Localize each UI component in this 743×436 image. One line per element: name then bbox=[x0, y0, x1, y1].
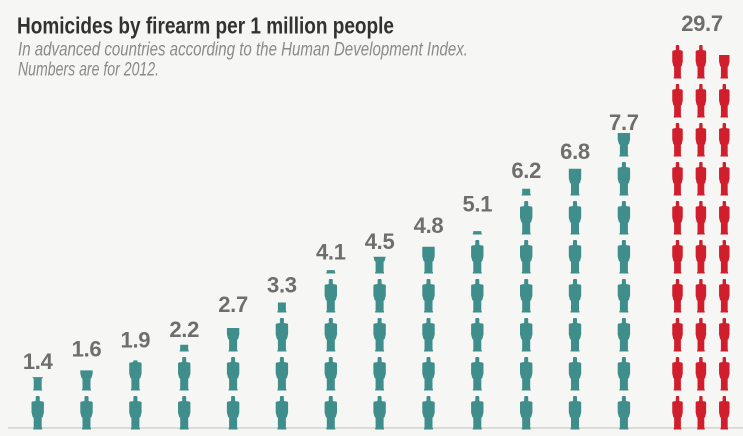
svg-text:Homicides by firearm per 1 mil: Homicides by firearm per 1 million peopl… bbox=[17, 13, 394, 39]
svg-text:2.7: 2.7 bbox=[218, 292, 248, 317]
svg-text:3.3: 3.3 bbox=[267, 273, 297, 298]
svg-text:In advanced countries accordin: In advanced countries according to the H… bbox=[18, 40, 468, 61]
svg-text:7.7: 7.7 bbox=[609, 110, 639, 135]
svg-text:4.8: 4.8 bbox=[414, 213, 444, 238]
svg-text:1.6: 1.6 bbox=[72, 337, 102, 362]
svg-text:1.4: 1.4 bbox=[23, 349, 54, 374]
svg-text:4.5: 4.5 bbox=[365, 229, 395, 254]
svg-text:4.1: 4.1 bbox=[316, 240, 346, 265]
svg-text:1.9: 1.9 bbox=[121, 327, 151, 352]
svg-text:Numbers are for 2012.: Numbers are for 2012. bbox=[18, 59, 159, 80]
svg-text:29.7: 29.7 bbox=[681, 11, 723, 36]
svg-text:6.2: 6.2 bbox=[511, 158, 541, 183]
svg-text:6.8: 6.8 bbox=[560, 139, 590, 164]
svg-text:5.1: 5.1 bbox=[462, 192, 492, 217]
svg-text:2.2: 2.2 bbox=[169, 317, 199, 342]
